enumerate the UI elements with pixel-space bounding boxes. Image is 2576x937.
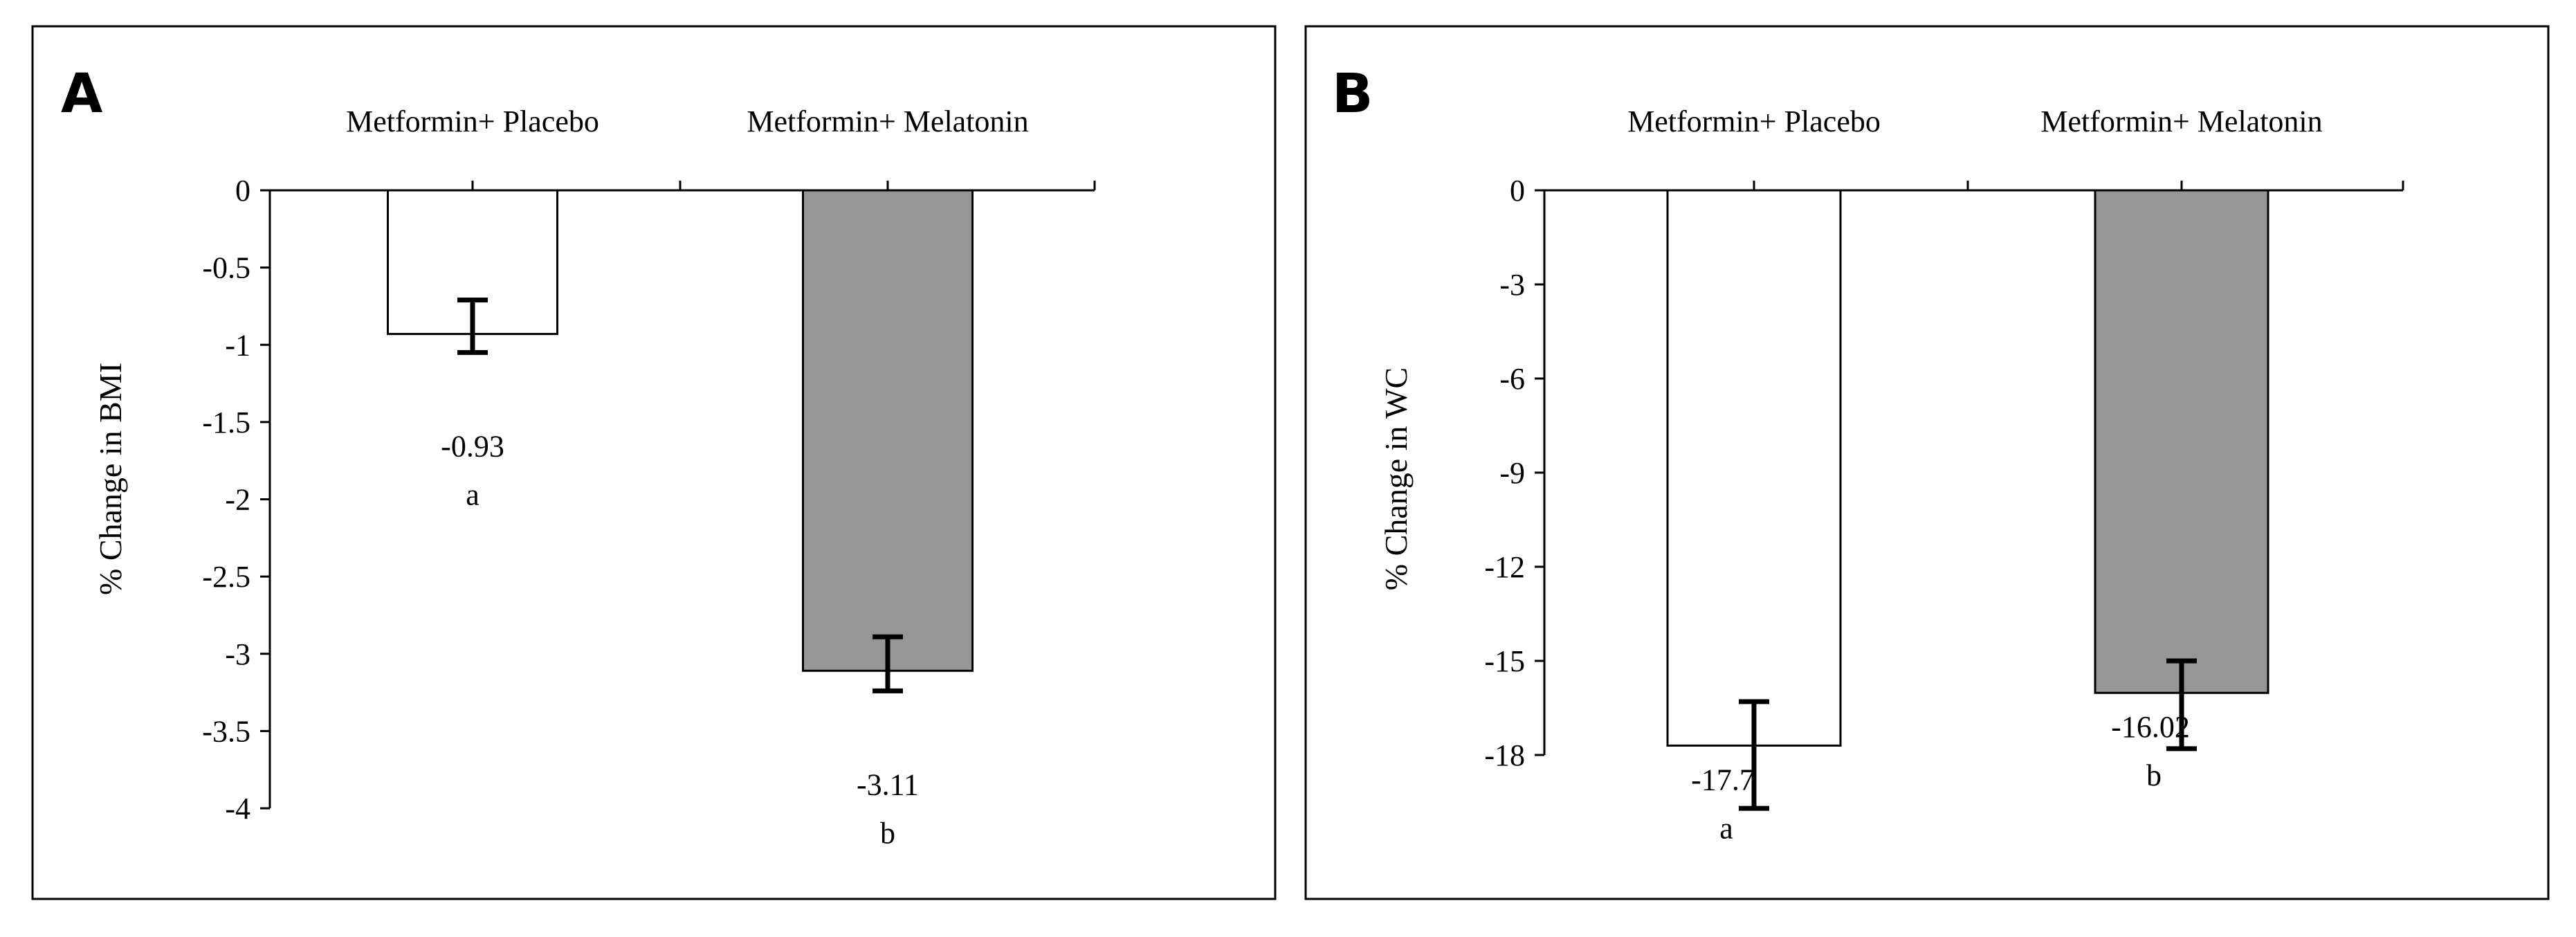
y-tick-label: -3.5 [202, 714, 250, 748]
bar-melatonin [802, 189, 974, 672]
y-tick-label: -9 [1499, 456, 1525, 490]
panel-b: B % Change in WC 0 -3 -6 -9 -12 -15 -18 Metform… [1304, 25, 2550, 900]
significance-letter: a [466, 477, 479, 511]
category-label: Metformin+ Melatonin [747, 104, 1028, 138]
y-tick-label: -1 [225, 328, 250, 362]
data-value-label: -17.7 [1691, 763, 1755, 797]
y-tick-label: -18 [1484, 738, 1525, 772]
bar-melatonin [2094, 189, 2269, 694]
y-tick-label: -12 [1484, 550, 1525, 584]
significance-letter: b [2146, 758, 2162, 792]
significance-letter: a [1719, 811, 1733, 845]
y-tick-label: -2 [225, 483, 250, 517]
data-value-label: -0.93 [441, 429, 504, 463]
panel-a-frame [31, 25, 1277, 900]
bar-placebo [1666, 189, 1842, 747]
significance-letter: b [880, 816, 895, 850]
category-label: Metformin+ Melatonin [2040, 104, 2322, 138]
y-tick-label: -2.5 [202, 560, 250, 594]
category-label: Metformin+ Placebo [1627, 104, 1881, 138]
y-tick-label: -0.5 [202, 251, 250, 285]
y-tick-label: -6 [1499, 362, 1525, 396]
category-label: Metformin+ Placebo [346, 104, 599, 138]
y-tick-label: -1.5 [202, 406, 250, 439]
data-value-label: -16.02 [2111, 710, 2190, 744]
panel-a-y-axis-title: % Change in BMI [93, 363, 128, 595]
y-tick-label: -3 [225, 637, 250, 671]
y-tick-label: 0 [1510, 174, 1525, 208]
panel-a-label: A [61, 63, 102, 125]
panel-b-frame [1304, 25, 2550, 900]
data-value-label: -3.11 [857, 767, 919, 801]
y-tick-label: -3 [1499, 268, 1525, 302]
panel-b-label: B [1332, 63, 1373, 125]
y-tick-label: -15 [1484, 644, 1525, 678]
panel-b-y-axis-title: % Change in WC [1378, 367, 1414, 590]
y-tick-label: 0 [235, 174, 250, 208]
y-tick-label: -4 [225, 792, 250, 826]
panel-a: A % Change in BMI 0 -0.5 -1 -1.5 -2 -2.5 -3 -3.… [31, 25, 1277, 900]
